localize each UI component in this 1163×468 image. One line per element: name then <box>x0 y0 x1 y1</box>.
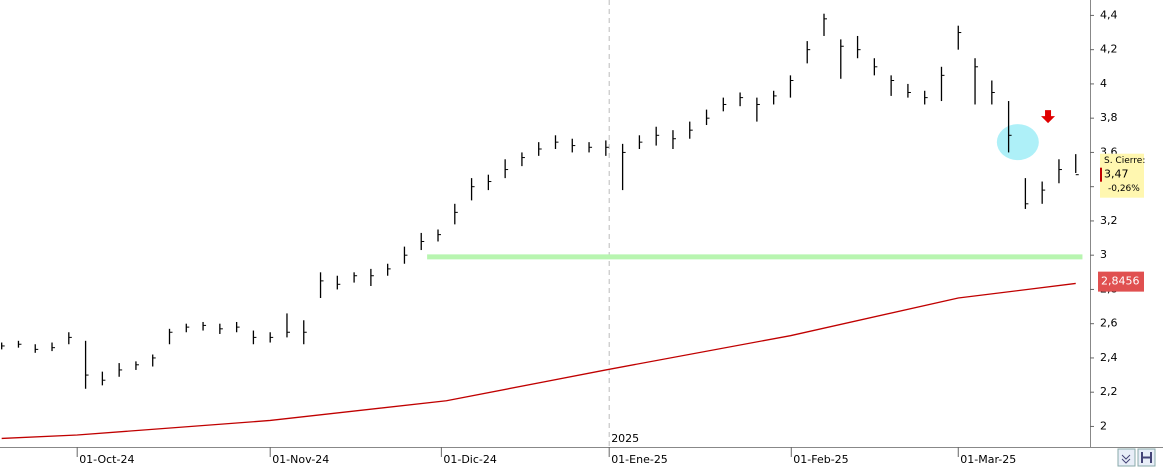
zoom-icon <box>1121 454 1131 464</box>
highlight <box>996 124 1039 161</box>
y-tick-label: 3 <box>1100 248 1107 261</box>
last-price-change: -0,26% <box>1108 184 1140 194</box>
y-tick-label: 2,6 <box>1100 317 1118 330</box>
y-tick-label: 3,8 <box>1100 111 1118 124</box>
y-tick-label: 4,4 <box>1100 8 1118 21</box>
moving-average <box>1 282 1076 440</box>
ma-label: 2,8456 <box>1101 275 1140 288</box>
last-price-value: 3,47 <box>1104 168 1129 181</box>
y-tick-label: 4,2 <box>1100 43 1118 56</box>
y-tick-label: 4 <box>1100 77 1107 90</box>
last-price-box <box>1100 153 1144 198</box>
x-tick-label: 01-Ene-25 <box>611 453 668 466</box>
y-tick-label: 3,2 <box>1100 214 1118 227</box>
year-label: 2025 <box>611 432 639 445</box>
x-tick-label: 01-Nov-24 <box>272 453 329 466</box>
y-tick-label: 2,2 <box>1100 385 1118 398</box>
ma-label-box <box>1098 271 1144 292</box>
x-tick-label: 01-Mar-25 <box>960 453 1016 466</box>
y-tick-label: 2,4 <box>1100 351 1118 364</box>
signal-arrow <box>1041 110 1056 124</box>
hscroll-icon <box>1141 452 1152 463</box>
last-price-marker <box>1100 167 1102 182</box>
x-tick-label: 01-Oct-24 <box>79 453 134 466</box>
zoom-button[interactable] <box>1117 448 1136 467</box>
x-tick-label: 01-Feb-25 <box>793 453 848 466</box>
x-tick-label: 01-Dic-24 <box>443 453 497 466</box>
last-price-title: S. Cierre: <box>1104 156 1145 166</box>
y-tick-label: 2 <box>1100 419 1107 432</box>
